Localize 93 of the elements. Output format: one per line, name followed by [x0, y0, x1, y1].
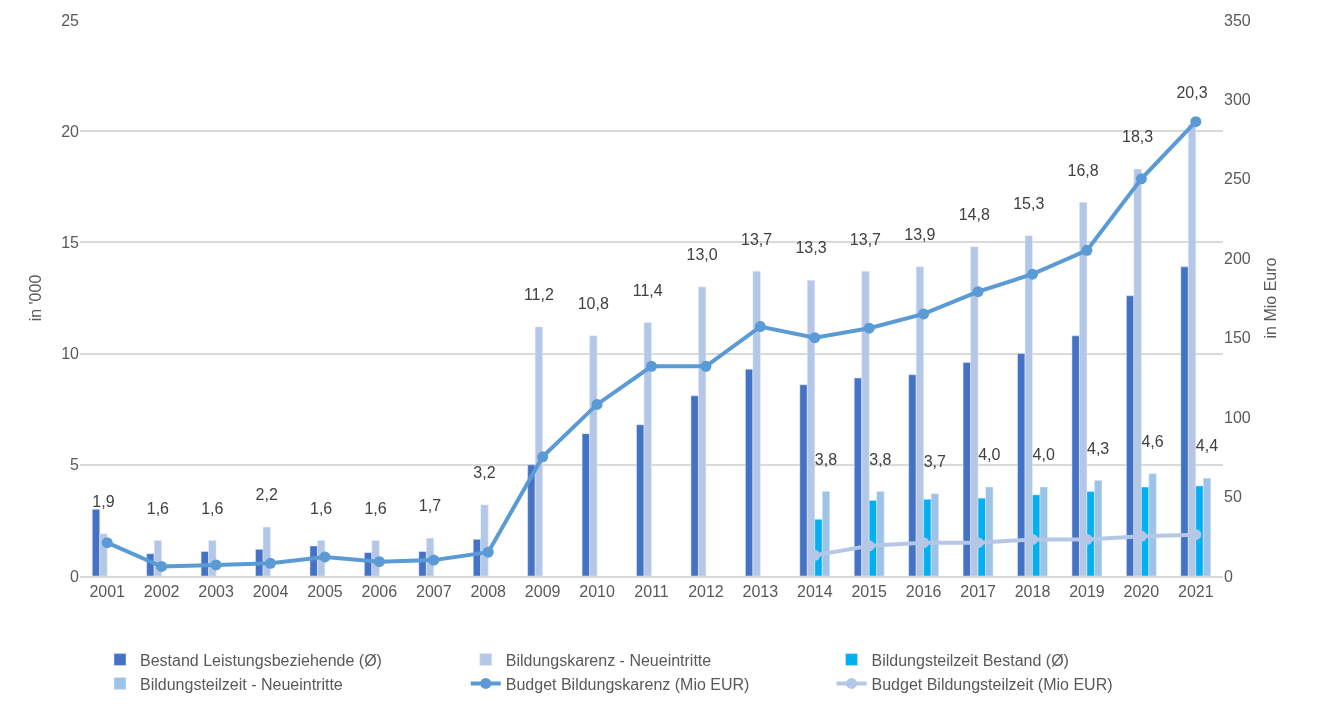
data-label: 11,2 — [523, 286, 554, 304]
y2-tick-label: 50 — [1224, 488, 1242, 506]
data-label: 1,6 — [310, 499, 333, 517]
y2-tick-label: 350 — [1224, 11, 1251, 29]
data-label: 3,8 — [869, 450, 892, 468]
data-label: 1,6 — [201, 499, 224, 517]
point — [972, 286, 984, 298]
data-label: 15,3 — [1013, 194, 1045, 212]
data-label: 4,4 — [1195, 437, 1219, 455]
x-tick-label: 2012 — [688, 583, 724, 601]
y2-tick-label: 300 — [1224, 91, 1251, 109]
data-label: 1,6 — [146, 499, 170, 517]
y2-tick-label: 100 — [1224, 408, 1251, 426]
point — [210, 559, 222, 571]
y-tick-label: 15 — [61, 234, 80, 251]
y2-tick-label: 200 — [1224, 249, 1251, 267]
data-label: 13,0 — [686, 246, 718, 264]
data-label: 18,3 — [1121, 128, 1154, 146]
data-label: 13,3 — [795, 239, 827, 257]
x-tick-label: 2002 — [143, 583, 180, 601]
x-tick-label: 2020 — [1123, 583, 1160, 601]
x-tick-label: 2006 — [361, 583, 398, 601]
point — [373, 556, 385, 568]
data-label: 4,0 — [1032, 446, 1055, 464]
x-tick-label: 2007 — [415, 583, 452, 601]
data-label: 13,9 — [904, 226, 936, 244]
x-tick-label: 2001 — [89, 583, 126, 601]
data-label: 1,7 — [418, 497, 442, 515]
data-label: 3,8 — [814, 450, 838, 468]
data-label: 1,6 — [364, 499, 387, 517]
x-tick-label: 2008 — [470, 583, 507, 601]
x-tick-label: 2016 — [905, 583, 942, 601]
y-axis-title: in '000 — [27, 274, 45, 322]
point — [591, 398, 603, 410]
y-tick-label: 25 — [61, 11, 80, 29]
data-label: 3,2 — [473, 464, 496, 482]
point — [1190, 116, 1202, 128]
data-label: 13,7 — [740, 230, 773, 248]
point — [1081, 244, 1093, 256]
point — [156, 560, 168, 572]
y2-axis-title: in Mio Euro — [1262, 257, 1280, 339]
data-label: 2,2 — [255, 486, 278, 504]
y2-tick-label: 150 — [1224, 329, 1251, 347]
point — [428, 554, 440, 566]
x-tick-label: 2004 — [252, 583, 289, 601]
point — [809, 332, 821, 344]
point — [1027, 268, 1038, 280]
point — [646, 360, 657, 372]
legend-label: Bestand Leistungsbeziehende (Ø) — [140, 651, 382, 669]
y-tick-label: 0 — [70, 567, 80, 585]
data-label: 4,6 — [1141, 432, 1164, 450]
legend-label: Bildungskarenz - Neueintritte — [505, 651, 712, 669]
point — [754, 321, 766, 333]
legend-label: Bildungsteilzeit Bestand (Ø) — [871, 651, 1069, 669]
data-label: 16,8 — [1067, 161, 1099, 179]
y2-tick-label: 0 — [1224, 567, 1233, 585]
point — [482, 546, 494, 558]
y2-tick-label: 250 — [1224, 170, 1251, 188]
y-tick-label: 10 — [61, 345, 80, 363]
data-label: 1,9 — [92, 492, 115, 510]
x-tick-label: 2015 — [851, 583, 888, 601]
x-tick-label: 2003 — [198, 583, 234, 601]
x-tick-label: 2019 — [1069, 583, 1105, 601]
x-tick-label: 2010 — [579, 583, 615, 601]
data-label: 10,8 — [577, 295, 609, 313]
data-label: 4,3 — [1086, 439, 1110, 457]
x-tick-label: 2013 — [742, 583, 779, 601]
data-label: 4,0 — [978, 446, 1001, 464]
x-tick-label: 2014 — [796, 583, 833, 601]
point — [319, 551, 331, 563]
y-tick-label: 20 — [61, 122, 80, 140]
y-tick-label: 5 — [70, 456, 80, 474]
x-tick-label: 2009 — [524, 583, 561, 601]
data-label: 3,7 — [923, 452, 947, 470]
point — [537, 451, 549, 463]
x-tick-label: 2021 — [1177, 583, 1214, 601]
x-tick-label: 2017 — [960, 583, 996, 601]
x-tick-label: 2018 — [1014, 583, 1051, 601]
legend-label: Budget Bildungsteilzeit (Mio EUR) — [871, 675, 1113, 693]
data-label: 13,7 — [849, 230, 882, 248]
point — [863, 322, 875, 334]
point — [265, 557, 276, 569]
legend-label: Budget Bildungskarenz (Mio EUR) — [505, 675, 750, 693]
data-label: 11,4 — [632, 281, 663, 299]
point — [918, 308, 930, 320]
legend-label: Bildungsteilzeit - Neueintritte — [140, 675, 343, 693]
point — [101, 537, 113, 549]
data-label: 14,8 — [958, 206, 990, 224]
data-label: 20,3 — [1176, 83, 1208, 101]
x-tick-label: 2011 — [634, 583, 669, 601]
point — [1135, 173, 1147, 185]
point — [700, 360, 712, 372]
x-tick-label: 2005 — [307, 583, 343, 601]
